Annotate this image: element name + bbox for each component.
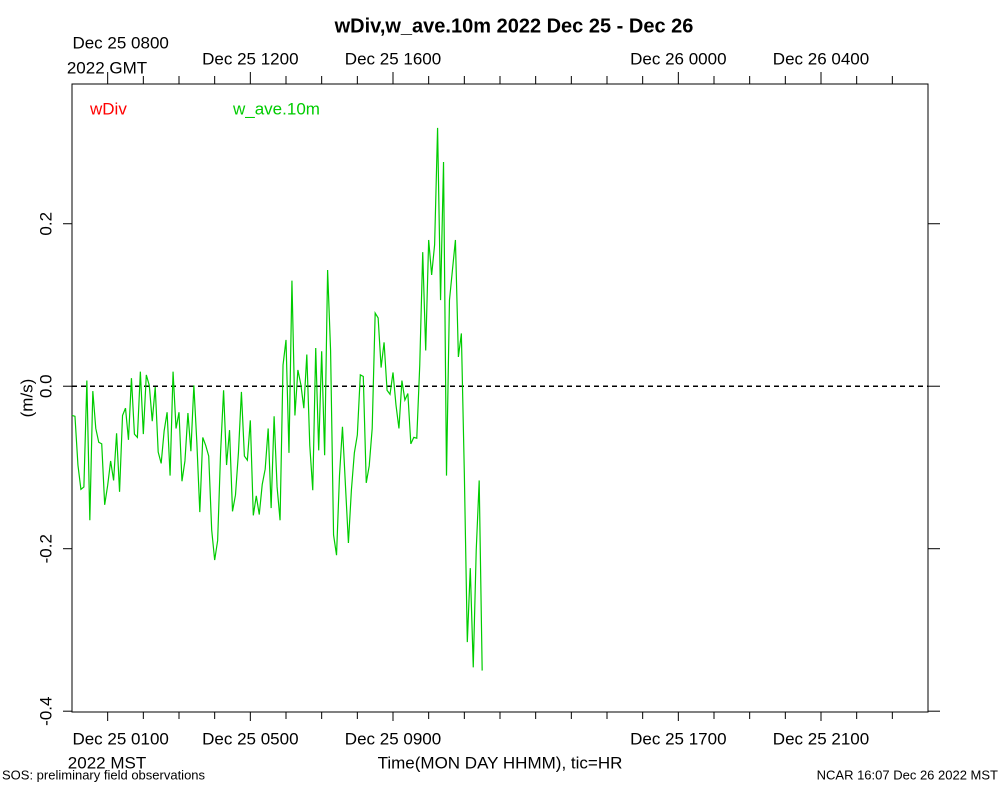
x2-zone-label: 2022 GMT [67,58,147,77]
y-tick-label: 0.2 [36,212,55,236]
series-line [71,127,483,671]
x2-tick-label: Dec 25 1600 [345,49,441,68]
x-tick-label: Dec 25 0100 [72,729,168,748]
legend-label: w_ave.10m [232,99,320,118]
y-tick-label: -0.4 [36,697,55,726]
y-tick-label: 0.0 [36,374,55,398]
x2-tick-label: Dec 25 1200 [202,49,298,68]
legend-label: wDiv [89,99,127,118]
x2-tick-label: Dec 25 0800 [72,33,168,52]
x-axis-label: Time(MON DAY HHMM), tic=HR [378,753,623,772]
y-axis-label: (m/s) [17,379,36,418]
x2-tick-label: Dec 26 0000 [630,49,726,68]
x2-tick-label: Dec 26 0400 [773,49,869,68]
y-tick-label: -0.2 [36,534,55,563]
footer-left: SOS: preliminary field observations [2,767,206,782]
x-tick-label: Dec 25 0500 [202,729,298,748]
chart-title: wDiv,w_ave.10m 2022 Dec 25 - Dec 26 [334,15,694,37]
footer-right: NCAR 16:07 Dec 26 2022 MST [817,767,998,782]
x-tick-label: Dec 25 0900 [345,729,441,748]
x-zone-label: 2022 MST [68,753,146,772]
x-tick-label: Dec 25 1700 [630,729,726,748]
x-tick-label: Dec 25 2100 [773,729,869,748]
